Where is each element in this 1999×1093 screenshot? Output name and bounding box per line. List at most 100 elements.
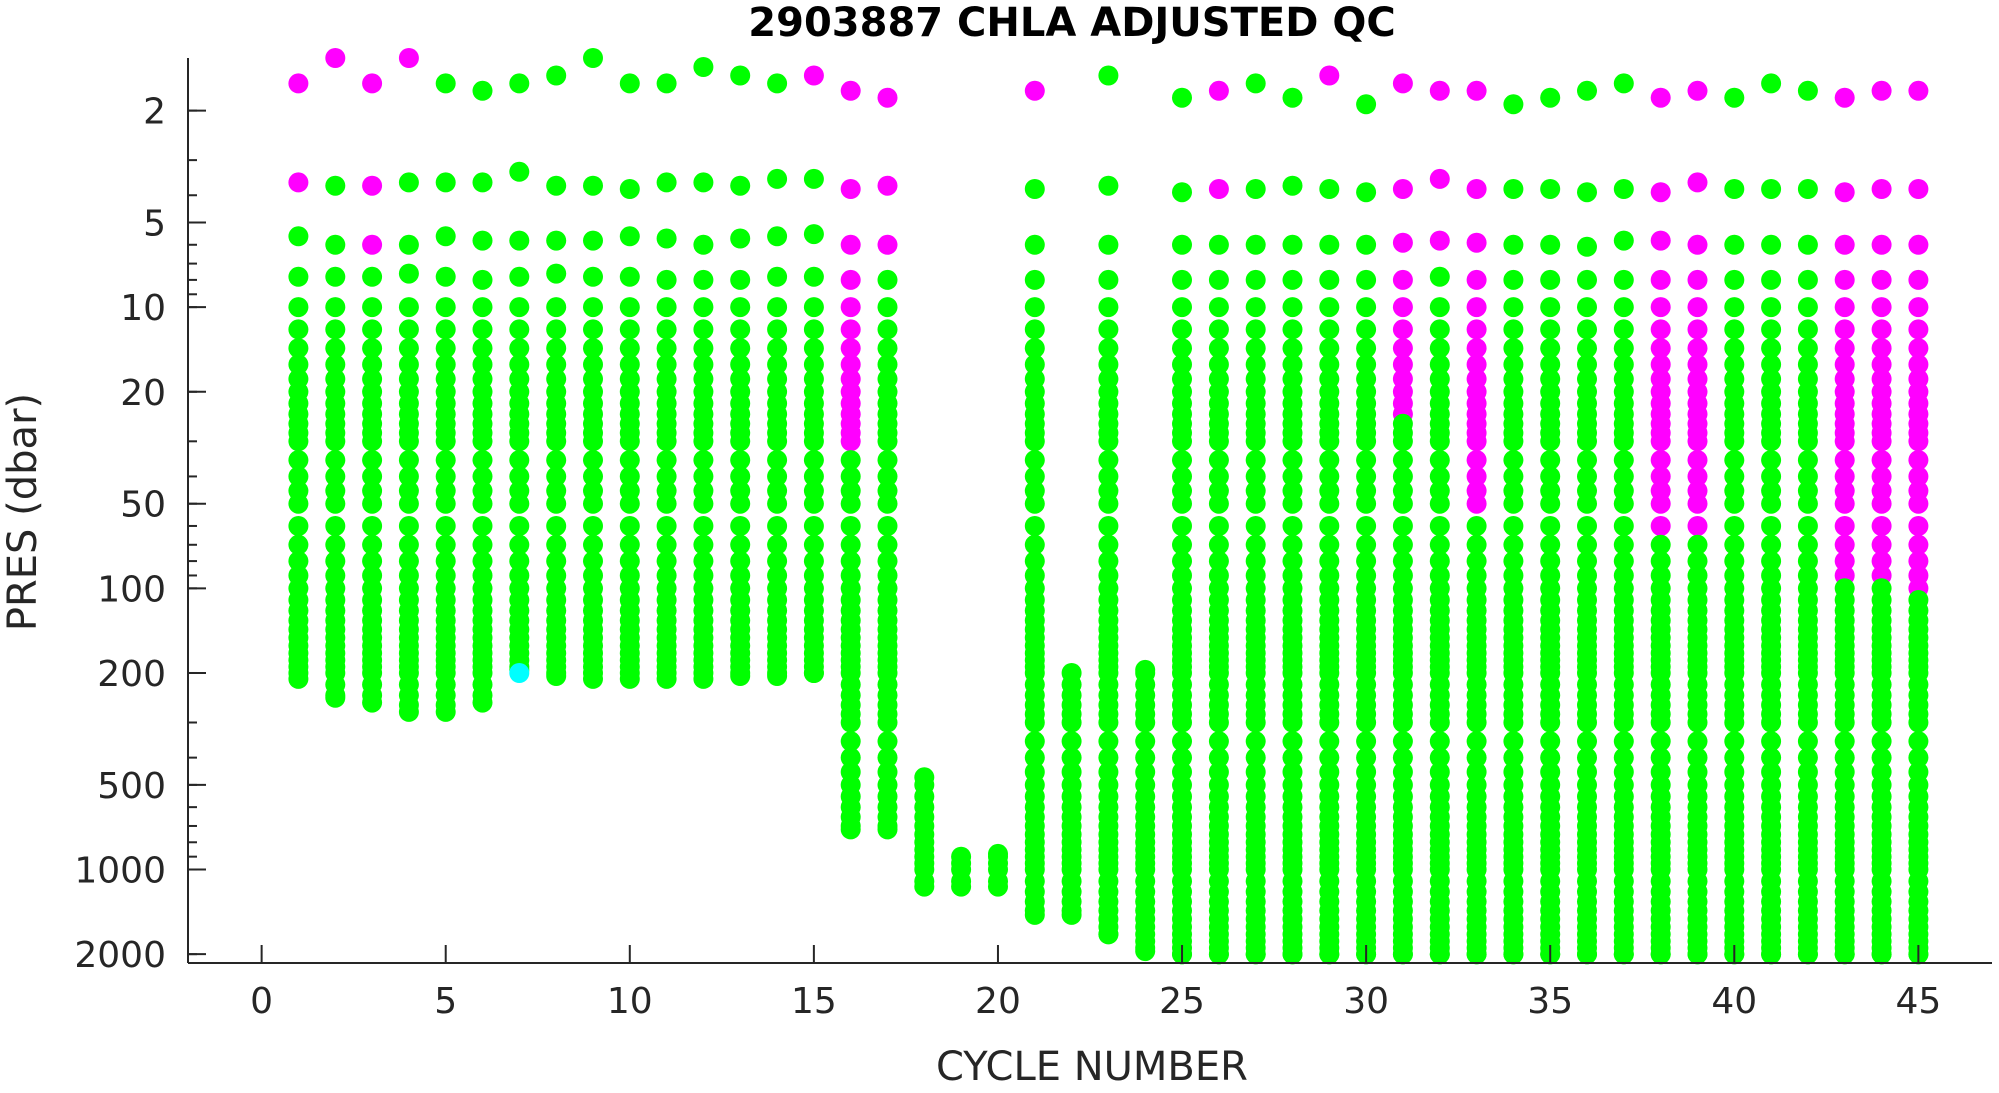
data-point <box>693 234 714 255</box>
data-point <box>877 747 898 768</box>
data-point <box>1577 338 1597 359</box>
data-point <box>1356 354 1377 375</box>
data-point <box>1245 319 1266 340</box>
data-point <box>1245 712 1266 733</box>
data-point <box>1319 944 1340 965</box>
data-point <box>1245 73 1266 94</box>
data-point <box>1834 731 1855 752</box>
data-point <box>1024 516 1045 536</box>
data-point <box>1172 269 1192 290</box>
x-tick-label: 0 <box>250 981 273 1022</box>
data-point <box>619 516 640 536</box>
data-point <box>1245 297 1266 318</box>
data-point <box>1687 319 1708 340</box>
data-point <box>1577 731 1597 752</box>
data-point <box>1282 234 1303 255</box>
data-point <box>1392 338 1413 359</box>
data-point <box>1687 431 1708 452</box>
data-point <box>803 534 824 555</box>
data-point <box>1577 354 1597 375</box>
data-point <box>730 338 751 359</box>
profile-cycle-3 <box>362 73 383 713</box>
data-point <box>509 534 530 555</box>
data-point <box>472 466 493 487</box>
data-point <box>1724 234 1745 255</box>
data-point <box>1761 731 1782 752</box>
data-point <box>1282 354 1303 375</box>
data-point <box>1871 944 1892 965</box>
profile-cycle-42 <box>1797 80 1818 965</box>
data-point <box>1172 493 1192 514</box>
data-point <box>1503 493 1524 514</box>
data-point <box>583 551 603 572</box>
data-point <box>1466 179 1487 199</box>
data-point <box>693 551 714 572</box>
data-point <box>1540 747 1561 768</box>
data-point <box>1503 297 1524 318</box>
data-point <box>1724 534 1745 555</box>
data-point <box>619 179 640 199</box>
data-point <box>1908 319 1929 340</box>
data-point <box>1319 431 1340 452</box>
data-point <box>509 297 530 318</box>
data-point <box>1577 297 1597 318</box>
data-point <box>1871 234 1892 255</box>
data-point <box>1392 747 1413 768</box>
data-point <box>1687 944 1708 965</box>
y-tick-label: 500 <box>97 766 166 807</box>
data-point <box>1724 431 1745 452</box>
data-point <box>1208 516 1229 536</box>
profile-cycle-19 <box>951 846 972 897</box>
profile-cycle-20 <box>988 843 1008 897</box>
data-point <box>1613 450 1634 471</box>
data-point <box>583 450 603 471</box>
data-point <box>1135 941 1156 962</box>
data-point <box>1908 534 1929 555</box>
data-point <box>1834 551 1855 572</box>
data-point <box>730 431 751 452</box>
data-point <box>1282 731 1303 752</box>
data-point <box>1319 65 1340 86</box>
data-point <box>472 431 493 452</box>
data-point <box>546 551 567 572</box>
data-point <box>1466 516 1487 536</box>
data-point <box>1540 712 1561 733</box>
data-point <box>435 701 456 722</box>
data-point <box>1761 338 1782 359</box>
plot-area <box>288 48 1929 965</box>
data-point <box>1724 551 1745 572</box>
data-point <box>435 516 456 536</box>
data-point <box>803 65 824 86</box>
data-point <box>1098 924 1119 945</box>
data-point <box>656 493 677 514</box>
data-point <box>1061 747 1082 768</box>
data-point <box>325 687 346 708</box>
data-point <box>398 297 419 318</box>
x-tick-label: 40 <box>1711 981 1757 1022</box>
data-point <box>693 57 714 77</box>
data-point <box>656 668 677 689</box>
data-point <box>1098 747 1119 768</box>
data-point <box>472 534 493 555</box>
data-point <box>1650 450 1671 471</box>
data-point <box>1392 731 1413 752</box>
data-point <box>840 731 861 752</box>
data-point <box>1356 94 1377 115</box>
data-point <box>1172 731 1192 752</box>
x-tick-label: 45 <box>1895 981 1941 1022</box>
data-point <box>1540 534 1561 555</box>
data-point <box>1577 319 1597 340</box>
data-point <box>1687 466 1708 487</box>
data-point <box>1503 450 1524 471</box>
data-point <box>840 354 861 375</box>
data-point <box>1429 450 1450 471</box>
data-point <box>362 175 383 196</box>
data-point <box>546 534 567 555</box>
data-point <box>619 338 640 359</box>
data-point <box>619 266 640 287</box>
data-point <box>1319 319 1340 340</box>
profile-cycle-35 <box>1540 87 1561 965</box>
data-point <box>546 431 567 452</box>
data-point <box>1761 354 1782 375</box>
data-point <box>1024 450 1045 471</box>
